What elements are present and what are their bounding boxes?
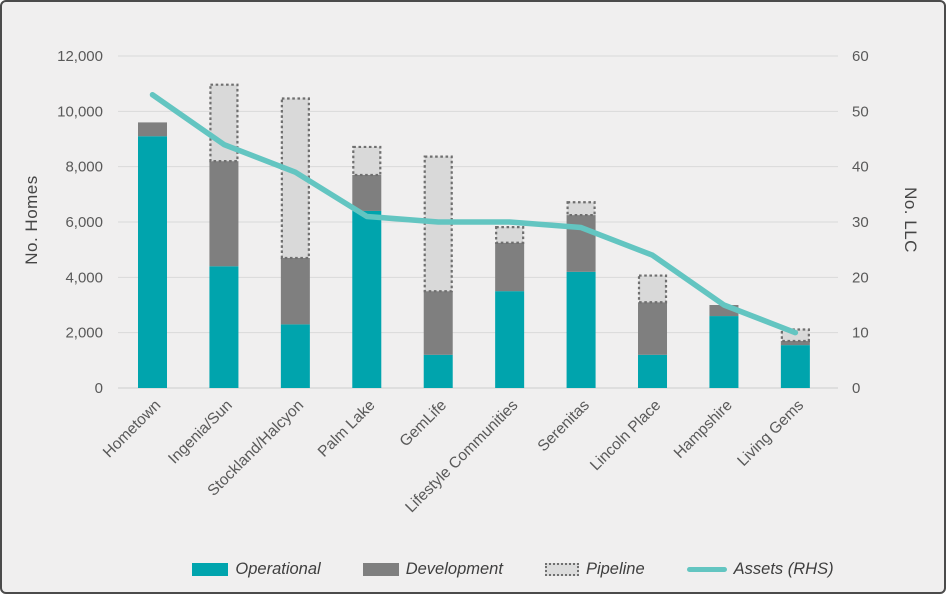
left-axis-tick: 12,000 xyxy=(57,48,103,65)
bar-palm-lake-pipeline xyxy=(352,145,382,177)
legend-label: Development xyxy=(405,559,503,578)
category-label-ingenia-sun: Ingenia/Sun xyxy=(165,397,236,468)
combo-chart-svg: 0 0 2,000 10 4,000 20 6,000 30 8,000 40 10,000 50 12… xyxy=(57,48,869,516)
left-axis-tick: 2,000 xyxy=(65,325,103,342)
bar-ingenia-sun-operational xyxy=(209,266,239,388)
bar-lincoln-place-pipeline xyxy=(637,274,668,304)
bar-living-gems-operational xyxy=(780,345,810,388)
bar-lincoln-place-operational xyxy=(638,354,668,388)
category-label-palm-lake: Palm Lake xyxy=(315,397,379,461)
category-label-gemlife: GemLife xyxy=(397,397,450,450)
left-axis-title: No. Homes xyxy=(22,175,41,265)
bar-ingenia-sun-development xyxy=(209,161,239,267)
bar-palm-lake-development xyxy=(352,174,382,211)
bar-hometown-development xyxy=(138,122,167,137)
bar-serenitas-operational xyxy=(566,271,596,388)
legend-item-pipeline: Pipeline xyxy=(544,559,645,579)
right-axis-tick: 10 xyxy=(852,325,869,342)
legend-item-assets-rhs: Assets (RHS) xyxy=(686,559,834,579)
category-label-hampshire: Hampshire xyxy=(671,397,736,462)
right-axis-tick: 50 xyxy=(852,103,869,120)
category-label-hometown: Hometown xyxy=(100,397,164,461)
right-axis-tick: 30 xyxy=(852,214,869,231)
category-label-living-gems: Living Gems xyxy=(734,397,807,470)
right-axis-tick: 0 xyxy=(852,380,860,397)
legend-label: Operational xyxy=(235,559,321,578)
bar-gemlife-operational xyxy=(423,354,453,388)
right-axis-tick: 20 xyxy=(852,269,869,286)
left-axis-tick: 10,000 xyxy=(57,103,103,120)
legend-line-swatch xyxy=(686,566,727,572)
right-axis-tick: 40 xyxy=(852,159,869,176)
legend-label: Assets (RHS) xyxy=(733,559,834,578)
legend-item-development: Development xyxy=(362,559,503,579)
assets-rhs-line xyxy=(149,91,799,336)
left-axis-tick: 6,000 xyxy=(65,214,103,231)
category-label-serenitas: Serenitas xyxy=(535,397,593,455)
bar-living-gems-development xyxy=(780,340,810,346)
chart-legend: Operational Development Pipeline Assets (RH… xyxy=(42,554,944,584)
legend-label: Pipeline xyxy=(585,559,645,578)
bar-stockland-halcyon-development xyxy=(280,257,310,325)
left-axis-tick: 0 xyxy=(95,380,103,397)
bar-gemlife-development xyxy=(423,291,453,355)
legend-bar-swatch xyxy=(362,562,399,576)
bar-hampshire-operational xyxy=(709,316,739,388)
bar-lifestyle-communities-operational xyxy=(495,291,525,388)
bar-serenitas-pipeline xyxy=(566,201,596,217)
bar-lifestyle-communities-pipeline xyxy=(495,226,525,244)
bar-hampshire-development xyxy=(709,305,739,317)
legend-item-operational: Operational xyxy=(192,559,321,579)
bar-hometown-operational xyxy=(138,136,167,388)
bar-palm-lake-operational xyxy=(352,210,382,388)
bar-lifestyle-communities-development xyxy=(495,242,525,292)
category-label-lincoln-place: Lincoln Place xyxy=(587,397,664,474)
left-axis-tick: 8,000 xyxy=(65,159,103,176)
bar-lincoln-place-development xyxy=(638,302,668,355)
right-axis-title: No. LLC xyxy=(901,187,920,253)
bar-serenitas-development xyxy=(566,215,596,272)
left-axis-tick: 4,000 xyxy=(65,269,103,286)
legend-dashed-swatch xyxy=(544,562,579,576)
legend-bar-swatch xyxy=(192,562,229,576)
bar-stockland-halcyon-operational xyxy=(280,324,310,388)
right-axis-tick: 60 xyxy=(852,48,869,65)
